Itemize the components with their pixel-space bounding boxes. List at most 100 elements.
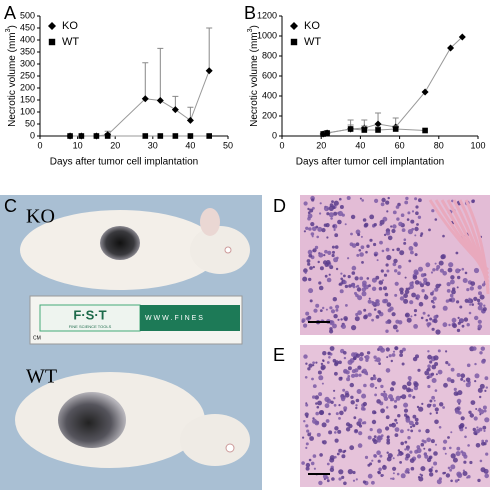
nucleus bbox=[409, 420, 414, 426]
nucleus bbox=[438, 426, 442, 429]
nucleus bbox=[436, 479, 442, 485]
x-tick-label: 50 bbox=[223, 140, 233, 150]
nucleus bbox=[478, 291, 482, 296]
nucleus bbox=[357, 310, 362, 316]
nucleus bbox=[331, 477, 335, 481]
nucleus bbox=[398, 221, 403, 227]
nucleus bbox=[414, 253, 418, 257]
nucleus bbox=[403, 402, 409, 408]
nucleus bbox=[337, 429, 342, 434]
nucleus bbox=[324, 403, 330, 409]
nucleus bbox=[413, 382, 419, 388]
nucleus bbox=[337, 211, 340, 215]
nucleus bbox=[412, 395, 416, 399]
nucleus bbox=[326, 462, 330, 466]
nucleus bbox=[335, 308, 339, 312]
nucleus bbox=[426, 403, 431, 408]
nucleus bbox=[379, 219, 385, 225]
nucleus bbox=[392, 262, 397, 267]
nucleus bbox=[329, 467, 335, 472]
fiber bbox=[464, 199, 490, 295]
nucleus bbox=[420, 474, 424, 477]
nucleus bbox=[377, 459, 381, 463]
nucleus bbox=[430, 291, 433, 295]
nucleus bbox=[341, 324, 346, 329]
nucleus bbox=[376, 399, 381, 404]
x-axis-label: Days after tumor cell implantation bbox=[296, 157, 444, 168]
nucleus bbox=[406, 448, 410, 451]
nucleus bbox=[405, 468, 410, 473]
nucleus bbox=[464, 435, 467, 439]
nucleus bbox=[405, 196, 409, 201]
nucleus bbox=[406, 381, 412, 387]
nucleus bbox=[427, 364, 431, 369]
y-tick-label: 400 bbox=[20, 34, 35, 44]
nucleus bbox=[332, 206, 336, 209]
nucleus bbox=[389, 306, 394, 311]
nucleus bbox=[333, 314, 338, 319]
x-tick-label: 20 bbox=[110, 140, 120, 150]
nucleus bbox=[310, 232, 315, 236]
nucleus bbox=[303, 268, 308, 273]
nucleus bbox=[477, 319, 482, 324]
nucleus bbox=[424, 370, 430, 376]
nucleus bbox=[367, 312, 372, 317]
nucleus bbox=[478, 302, 483, 307]
nucleus bbox=[455, 451, 461, 457]
nucleus bbox=[369, 238, 373, 242]
nucleus bbox=[349, 445, 355, 451]
marker bbox=[48, 22, 56, 30]
nucleus bbox=[469, 303, 472, 306]
nucleus bbox=[457, 321, 461, 325]
nucleus bbox=[459, 423, 465, 428]
nucleus bbox=[445, 350, 448, 353]
nucleus bbox=[439, 268, 444, 273]
nucleus bbox=[315, 411, 320, 416]
nucleus bbox=[435, 469, 438, 473]
nucleus bbox=[342, 388, 346, 392]
marker bbox=[186, 116, 194, 124]
y-tick-label: 1200 bbox=[257, 10, 277, 20]
nucleus bbox=[309, 266, 313, 270]
mouse-eye bbox=[225, 443, 235, 453]
nucleus bbox=[453, 387, 457, 391]
marker bbox=[375, 127, 381, 133]
x-tick-label: 80 bbox=[434, 140, 444, 150]
nucleus bbox=[318, 281, 322, 285]
nucleus bbox=[478, 427, 483, 432]
marker bbox=[141, 95, 149, 103]
nucleus bbox=[355, 478, 358, 481]
nucleus bbox=[417, 215, 422, 219]
nucleus bbox=[319, 453, 323, 457]
nucleus bbox=[348, 284, 352, 288]
nucleus bbox=[425, 262, 431, 268]
nucleus bbox=[334, 362, 339, 367]
y-axis-label-part: ) bbox=[249, 25, 260, 28]
nucleus bbox=[344, 284, 349, 289]
nucleus bbox=[312, 361, 315, 365]
ruler-url: W W W . F I N E S bbox=[145, 315, 203, 322]
tumor-wt bbox=[58, 392, 126, 448]
nucleus bbox=[323, 205, 330, 212]
nucleus bbox=[337, 318, 340, 321]
nucleus bbox=[321, 228, 326, 233]
nucleus bbox=[401, 228, 406, 233]
nucleus bbox=[431, 209, 435, 213]
nucleus bbox=[409, 458, 415, 463]
nucleus bbox=[474, 362, 477, 366]
nucleus bbox=[315, 402, 318, 405]
nucleus bbox=[352, 356, 357, 360]
nucleus bbox=[414, 417, 419, 422]
nucleus bbox=[469, 286, 474, 291]
nucleus bbox=[365, 358, 369, 362]
nucleus bbox=[316, 235, 320, 239]
nucleus bbox=[317, 260, 320, 264]
nucleus bbox=[318, 375, 324, 381]
nucleus bbox=[312, 226, 317, 232]
nucleus bbox=[319, 410, 325, 415]
nucleus bbox=[399, 461, 402, 464]
nucleus bbox=[403, 241, 407, 245]
nucleus bbox=[482, 405, 487, 410]
nucleus bbox=[394, 281, 399, 286]
nucleus bbox=[309, 436, 314, 441]
